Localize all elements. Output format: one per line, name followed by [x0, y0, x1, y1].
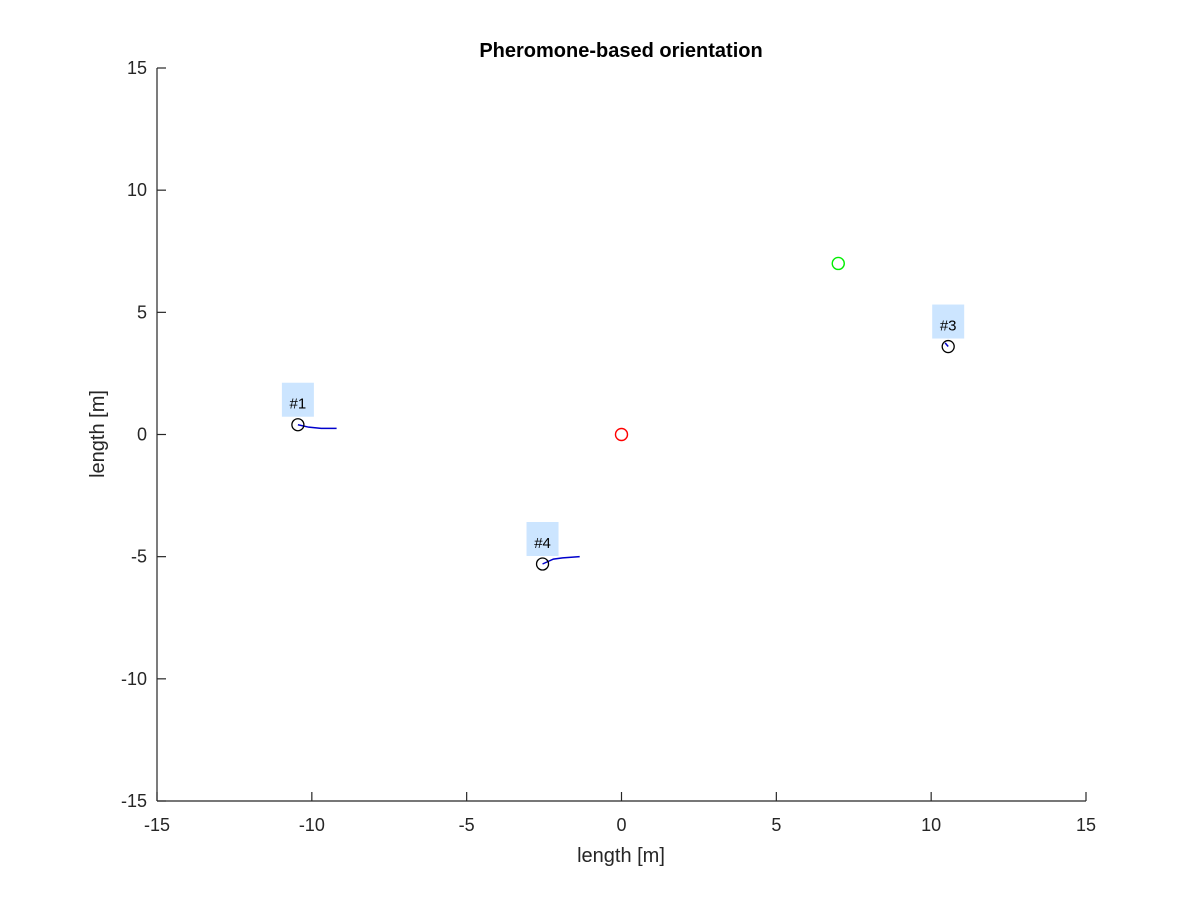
agent-label: #4 — [534, 535, 551, 552]
x-axis-label: length [m] — [577, 845, 665, 867]
y-ticks: -15 -10 -5 0 5 10 15 — [121, 58, 166, 811]
axes — [156, 68, 1086, 802]
y-tick-label: -5 — [131, 547, 147, 567]
x-ticks: -15 -10 -5 0 5 10 15 — [144, 792, 1096, 835]
x-tick-label: -5 — [459, 815, 475, 835]
agent-label-box — [281, 382, 314, 417]
marker-point — [614, 427, 629, 442]
agent-marker — [941, 339, 955, 354]
y-tick-label: 10 — [127, 180, 147, 200]
x-tick-label: 5 — [771, 815, 781, 835]
y-tick-label: 15 — [127, 58, 147, 78]
x-tick-label: -10 — [299, 815, 325, 835]
y-tick-label: -10 — [121, 669, 147, 689]
y-axis-label: length [m] — [87, 390, 109, 478]
agent-trail — [944, 342, 949, 348]
chart-title: Pheromone-based orientation — [479, 40, 762, 62]
agent-group: #3 — [932, 304, 965, 354]
agent-group: #4 — [526, 521, 580, 571]
plot-content: #1 #3 #4 — [281, 256, 965, 571]
agent-marker — [535, 557, 550, 571]
y-tick-label: 5 — [137, 302, 147, 322]
x-tick-label: 0 — [616, 815, 626, 835]
x-tick-label: 15 — [1076, 815, 1096, 835]
y-tick-label: -15 — [121, 791, 147, 811]
agent-label-box — [526, 521, 559, 556]
agent-label: #3 — [940, 318, 957, 335]
agent-group: #1 — [281, 382, 337, 432]
x-tick-label: -15 — [144, 815, 170, 835]
agent-label: #1 — [290, 396, 307, 413]
y-tick-label: 0 — [137, 425, 147, 445]
marker-point — [831, 256, 845, 271]
x-tick-label: 10 — [921, 815, 941, 835]
agent-marker — [291, 418, 305, 432]
agent-label-box — [932, 304, 965, 339]
